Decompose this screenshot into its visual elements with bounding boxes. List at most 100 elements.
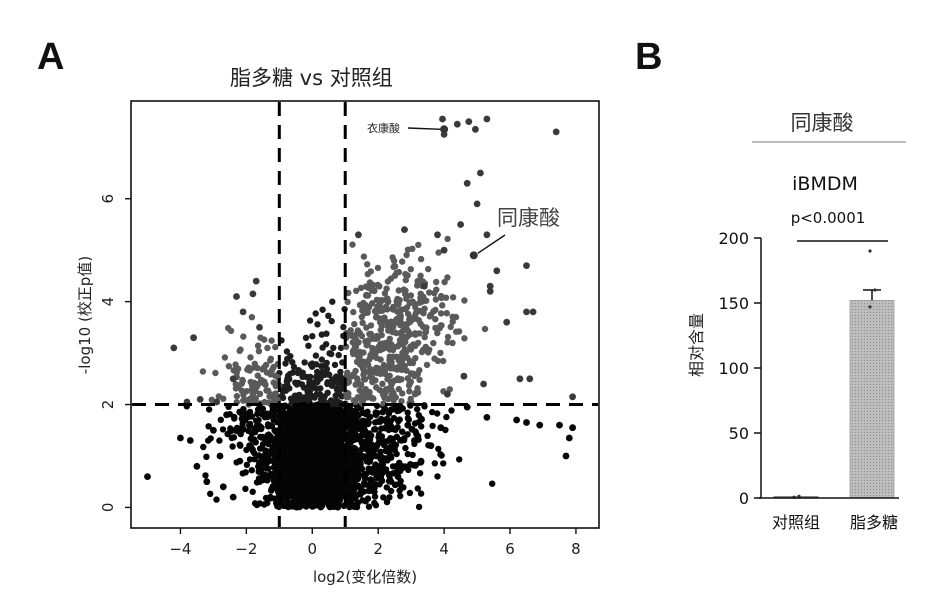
volcano-point (403, 367, 409, 373)
volcano-point (401, 226, 408, 233)
volcano-point (366, 304, 372, 310)
volcano-point (348, 327, 354, 333)
volcano-point (224, 431, 230, 437)
volcano-point (435, 358, 441, 364)
volcano-point (243, 469, 249, 475)
volcano-point (298, 443, 304, 449)
volcano-point (493, 267, 500, 274)
volcano-point (314, 498, 320, 504)
volcano-point (323, 495, 329, 501)
volcano-point (250, 489, 256, 495)
volcano-point (448, 407, 454, 413)
volcano-point (290, 433, 296, 439)
y-tick-label: 4 (99, 297, 117, 307)
volcano-point (335, 375, 341, 381)
volcano-point (384, 295, 390, 301)
volcano-point (296, 429, 302, 435)
volcano-point (315, 433, 321, 439)
volcano-point (288, 466, 294, 472)
volcano-point (253, 278, 260, 285)
volcano-point (144, 473, 151, 480)
volcano-point (316, 426, 322, 432)
volcano-point (421, 283, 428, 290)
volcano-point (324, 360, 330, 366)
volcano-point (255, 406, 261, 412)
volcano-point (284, 489, 290, 495)
volcano-point (438, 452, 444, 458)
volcano-point (453, 329, 459, 335)
volcano-point (307, 387, 313, 393)
volcano-point (230, 494, 237, 501)
volcano-point (331, 504, 337, 510)
volcano-point (250, 437, 256, 443)
volcano-point (280, 395, 286, 401)
volcano-point (301, 359, 307, 365)
volcano-point (474, 201, 481, 208)
volcano-point (420, 298, 426, 304)
volcano-point (237, 346, 243, 352)
volcano-point (373, 336, 379, 342)
volcano-point (340, 324, 346, 330)
volcano-point (373, 349, 379, 355)
volcano-point (272, 495, 278, 501)
volcano-point (416, 377, 422, 383)
volcano-point (383, 365, 389, 371)
volcano-point (429, 423, 435, 429)
volcano-point (361, 253, 367, 259)
volcano-point (423, 344, 429, 350)
volcano-point (356, 491, 362, 497)
volcano-point (337, 497, 343, 503)
volcano-point (375, 265, 381, 271)
volcano-point (318, 503, 324, 509)
volcano-point (250, 291, 257, 298)
volcano-point (372, 493, 378, 499)
y-tick-label: 6 (99, 194, 117, 204)
volcano-point (203, 478, 210, 485)
volcano-point (229, 443, 235, 449)
volcano-point (387, 436, 393, 442)
volcano-point (399, 350, 405, 356)
volcano-point (357, 349, 363, 355)
volcano-point (326, 350, 332, 356)
volcano-point (517, 375, 524, 382)
volcano-point (260, 380, 266, 386)
bar-category-control: 对照组 (772, 513, 820, 532)
volcano-point (437, 350, 443, 356)
volcano-point (444, 339, 450, 345)
volcano-point (440, 460, 446, 466)
volcano-point (252, 361, 258, 367)
volcano-point (401, 286, 407, 292)
volcano-point (408, 266, 414, 272)
replicate-point (873, 288, 876, 291)
volcano-point (461, 373, 468, 380)
volcano-point (437, 424, 444, 431)
volcano-point (416, 412, 422, 418)
volcano-point (309, 333, 315, 339)
volcano-point (444, 391, 451, 398)
volcano-point (202, 472, 208, 478)
volcano-point (325, 405, 331, 411)
volcano-point (369, 375, 375, 381)
volcano-point (305, 478, 311, 484)
volcano-point (346, 504, 352, 510)
volcano-point (383, 340, 389, 346)
volcano-point (411, 437, 418, 444)
volcano-point (309, 453, 315, 459)
volcano-point (430, 340, 436, 346)
volcano-point (383, 448, 389, 454)
volcano-point (405, 415, 411, 421)
volcano-point (428, 312, 434, 318)
volcano-point (256, 324, 263, 331)
volcano-point (390, 324, 396, 330)
volcano-point (336, 473, 342, 479)
volcano-point (235, 384, 241, 390)
volcano-point (553, 129, 560, 136)
volcano-point (395, 473, 402, 480)
volcano-points (144, 116, 576, 511)
bar-y-label: 相对含量 (687, 313, 706, 377)
volcano-point (563, 453, 570, 460)
volcano-point (396, 386, 402, 392)
x-tick-label: 2 (373, 540, 383, 558)
volcano-point (177, 435, 184, 442)
